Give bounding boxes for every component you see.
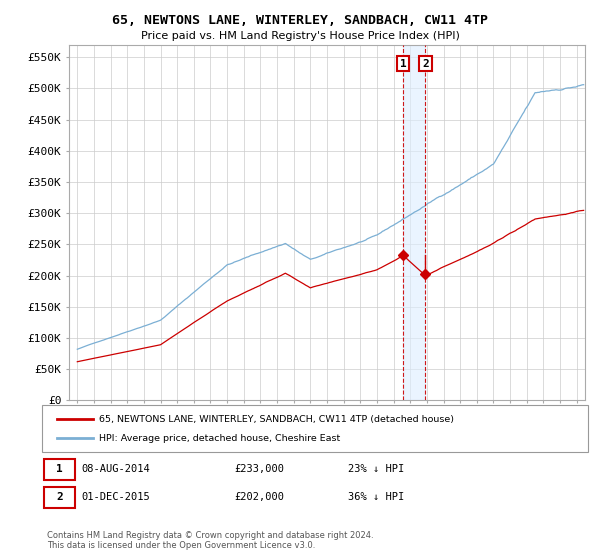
Text: 65, NEWTONS LANE, WINTERLEY, SANDBACH, CW11 4TP (detached house): 65, NEWTONS LANE, WINTERLEY, SANDBACH, C… [99,414,454,423]
Text: Contains HM Land Registry data © Crown copyright and database right 2024.
This d: Contains HM Land Registry data © Crown c… [47,530,373,550]
Text: 1: 1 [56,464,63,474]
Text: 08-AUG-2014: 08-AUG-2014 [81,464,150,474]
Bar [403,45,425,400]
Text: 01-DEC-2015: 01-DEC-2015 [81,492,150,502]
Text: Price paid vs. HM Land Registry's House Price Index (HPI): Price paid vs. HM Land Registry's House … [140,31,460,41]
Text: £202,000: £202,000 [234,492,284,502]
Text: HPI: Average price, detached house, Cheshire East: HPI: Average price, detached house, Ches… [99,434,340,443]
Text: £233,000: £233,000 [234,464,284,474]
Text: 23% ↓ HPI: 23% ↓ HPI [348,464,404,474]
Text: 2: 2 [422,58,429,68]
Text: 1: 1 [400,58,407,68]
Text: 36% ↓ HPI: 36% ↓ HPI [348,492,404,502]
Text: 65, NEWTONS LANE, WINTERLEY, SANDBACH, CW11 4TP: 65, NEWTONS LANE, WINTERLEY, SANDBACH, C… [112,14,488,27]
Text: 2: 2 [56,492,63,502]
